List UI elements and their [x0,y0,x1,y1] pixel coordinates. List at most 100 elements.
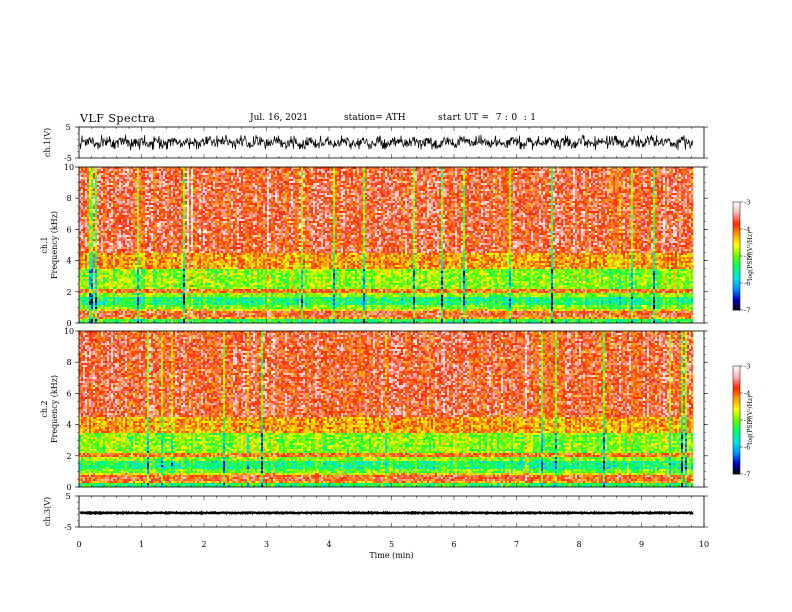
spectrogram-cell [97,235,99,237]
spectrogram-cell [119,223,121,225]
spectrogram-cell [133,233,135,235]
spectrogram-cell [141,297,143,299]
spectrogram-cell [119,189,121,191]
spectrogram-cell [127,253,129,255]
spectrogram-cell [93,173,95,175]
spectrogram-cell [107,267,109,269]
spectrogram-cell [133,177,135,179]
spectrogram-cell [143,295,145,297]
spectrogram-cell [133,283,135,285]
spectrogram-cell [153,317,155,319]
spectrogram-cell [147,201,149,203]
spectrogram-cell [117,295,119,297]
spectrogram-cell [99,317,101,319]
spectrogram-cell [147,267,149,269]
spectrogram-cell [185,281,187,283]
spectrogram-cell [105,181,107,183]
spectrogram-cell [99,227,101,229]
spectrogram-cell [183,187,185,189]
spectrogram-cell [159,265,161,267]
spectrogram-cell [177,193,179,195]
spectrogram-cell [127,233,129,235]
spectrogram-cell [137,285,139,287]
spectrogram-cell [95,251,97,253]
spectrogram-cell [165,169,167,171]
spectrogram-cell [99,315,101,317]
spectrogram-cell [101,273,103,275]
spectrogram-cell [131,269,133,271]
spectrogram-cell [147,173,149,175]
spectrogram-cell [185,315,187,317]
spectrogram-cell [139,199,141,201]
spectrogram-cell [107,271,109,273]
spectrogram-cell [173,297,175,299]
spectrogram-cell [83,203,85,205]
spectrogram-cell [123,261,125,263]
spectrogram-cell [135,203,137,205]
spectrogram-cell [145,193,147,195]
spectrogram-cell [183,245,185,247]
spectrogram-cell [163,211,165,213]
spectrogram-cell [93,211,95,213]
spectrogram-cell [117,169,119,171]
spectrogram-cell [141,281,143,283]
spectrogram-cell [137,199,139,201]
spectrogram-cell [183,307,185,309]
spectrogram-cell [107,299,109,301]
spectrogram-cell [151,239,153,241]
spectrogram-cell [141,237,143,239]
spectrogram-cell [147,193,149,195]
spectrogram-cell [165,175,167,177]
spectrogram-cell [113,215,115,217]
spectrogram-cell [95,203,97,205]
spectrogram-cell [87,287,89,289]
spectrogram-cell [157,201,159,203]
spectrogram-cell [129,297,131,299]
spectrogram-cell [151,283,153,285]
spectrogram-cell [113,261,115,263]
spectrogram-cell [119,197,121,199]
spectrogram-cell [157,265,159,267]
spectrogram-cell [163,319,165,321]
spectrogram-cell [93,197,95,199]
spectrogram-cell [179,259,181,261]
spectrogram-cell [107,189,109,191]
spectrogram-cell [141,189,143,191]
spectrogram-cell [183,269,185,271]
spectrogram-cell [107,203,109,205]
spectrogram-cell [137,203,139,205]
spectrogram-cell [149,291,151,293]
spectrogram-cell [147,253,149,255]
spectrogram-cell [165,269,167,271]
spectrogram-cell [121,293,123,295]
spectrogram-cell [157,245,159,247]
spectrogram-cell [97,285,99,287]
spectrogram-cell [109,319,111,321]
spectrogram-cell [107,313,109,315]
spectrogram-cell [127,179,129,181]
spectrogram-cell [107,281,109,283]
spectrogram-cell [93,185,95,187]
spectrogram-cell [155,233,157,235]
spectrogram-cell [89,255,91,257]
spectrogram-cell [125,249,127,251]
spectrogram-cell [185,215,187,217]
spectrogram-cell [85,227,87,229]
spectrogram-cell [105,293,107,295]
spectrogram-cell [101,315,103,317]
spectrogram-cell [175,175,177,177]
spectrogram-cell [117,179,119,181]
spectrogram-cell [167,259,169,261]
spectrogram-cell [141,307,143,309]
spectrogram-cell [85,183,87,185]
spectrogram-cell [159,253,161,255]
spectrogram-cell [165,255,167,257]
spectrogram-cell [185,239,187,241]
spectrogram-cell [149,253,151,255]
spectrogram-cell [121,271,123,273]
spectrogram-cell [113,291,115,293]
spectrogram-cell [83,291,85,293]
spectrogram-cell [169,243,171,245]
spectrogram-cell [187,205,189,207]
spectrogram-cell [173,189,175,191]
